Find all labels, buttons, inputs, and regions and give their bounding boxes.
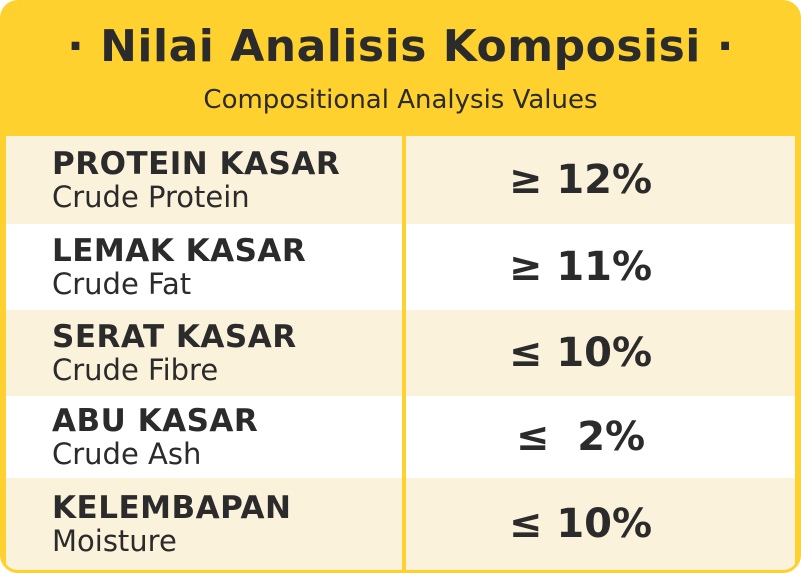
label-english: Moisture: [52, 524, 177, 558]
label-indonesian: SERAT KASAR: [52, 319, 297, 355]
composition-table: PROTEIN KASAR Crude Protein ≥ 12% LEMAK …: [6, 136, 795, 570]
label-indonesian: LEMAK KASAR: [52, 233, 307, 269]
row-value-cell: ≤ 10%: [402, 478, 795, 570]
label-english: Crude Protein: [52, 180, 250, 214]
row-value-cell: ≥ 11%: [402, 224, 795, 310]
table-row: PROTEIN KASAR Crude Protein ≥ 12%: [6, 136, 795, 224]
table-row: SERAT KASAR Crude Fibre ≤ 10%: [6, 310, 795, 396]
row-value: ≥ 12%: [508, 157, 653, 203]
row-label-cell: LEMAK KASAR Crude Fat: [6, 224, 402, 310]
row-value: ≤ 10%: [508, 501, 653, 547]
card-header: · Nilai Analisis Komposisi · Composition…: [3, 3, 798, 136]
row-value-cell: ≤ 2%: [402, 396, 795, 478]
row-value: ≥ 11%: [508, 244, 653, 290]
card-title: · Nilai Analisis Komposisi ·: [67, 21, 734, 72]
table-row: LEMAK KASAR Crude Fat ≥ 11%: [6, 224, 795, 310]
row-value: ≤ 10%: [508, 330, 653, 376]
row-label-cell: PROTEIN KASAR Crude Protein: [6, 136, 402, 224]
row-value-cell: ≤ 10%: [402, 310, 795, 396]
label-english: Crude Ash: [52, 437, 202, 471]
row-value: ≤ 2%: [515, 414, 646, 460]
label-indonesian: PROTEIN KASAR: [52, 146, 341, 182]
label-indonesian: KELEMBAPAN: [52, 490, 292, 526]
row-label-cell: ABU KASAR Crude Ash: [6, 396, 402, 478]
label-english: Crude Fibre: [52, 353, 219, 387]
label-english: Crude Fat: [52, 267, 192, 301]
label-indonesian: ABU KASAR: [52, 403, 259, 439]
row-label-cell: KELEMBAPAN Moisture: [6, 478, 402, 570]
card-subtitle: Compositional Analysis Values: [203, 85, 598, 115]
table-row: ABU KASAR Crude Ash ≤ 2%: [6, 396, 795, 478]
row-label-cell: SERAT KASAR Crude Fibre: [6, 310, 402, 396]
table-row: KELEMBAPAN Moisture ≤ 10%: [6, 478, 795, 570]
row-value-cell: ≥ 12%: [402, 136, 795, 224]
